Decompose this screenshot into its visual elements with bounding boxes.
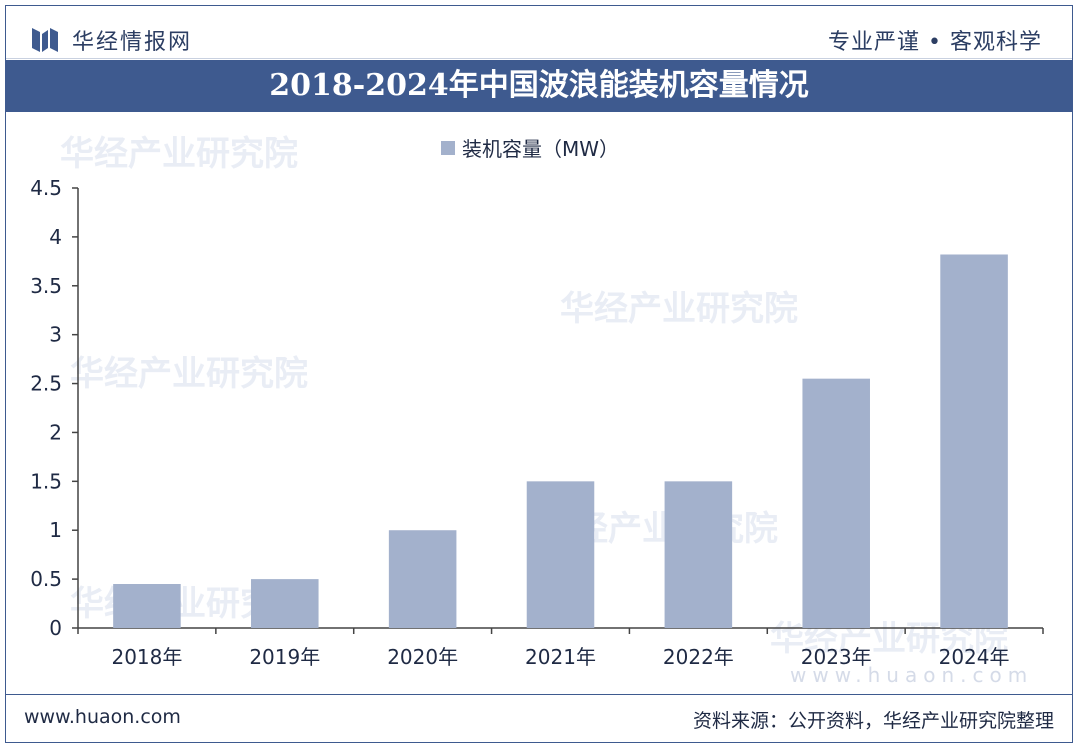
watermark-text: 华经产业研究院: [60, 134, 298, 174]
huajing-logo-icon: [32, 28, 58, 52]
footer-divider: [6, 694, 1072, 695]
chart-frame: [5, 5, 1073, 743]
y-tick-label: 3: [49, 323, 62, 347]
y-tick-label: 0.5: [30, 567, 62, 591]
bar-2022年: [664, 481, 733, 628]
y-tick-label: 2: [49, 420, 62, 444]
bar-series: [113, 254, 1008, 628]
x-axis: 2018年 2019年 2020年 2021年 2022年 2023年 2024年: [77, 627, 1044, 669]
bar-2020年: [388, 530, 457, 628]
x-tick-label: 2021年: [525, 645, 596, 669]
x-tick-label: 2019年: [249, 645, 320, 669]
chart-title: 2018-2024年中国波浪能装机容量情况: [269, 68, 809, 103]
legend-swatch: [441, 141, 455, 155]
footer-source: 资料来源：公开资料，华经产业研究院整理: [692, 710, 1054, 732]
footer-website: www.huaon.com: [24, 706, 181, 728]
y-tick-label: 4: [49, 225, 62, 249]
title-band: 2018-2024年中国波浪能装机容量情况: [6, 60, 1072, 112]
bar-2024年: [940, 254, 1008, 628]
watermark-url: www.huaon.com: [790, 663, 1033, 687]
legend-label: 装机容量（MW）: [462, 137, 619, 161]
x-tick-label: 2018年: [111, 645, 182, 669]
header-bar: 华经情报网 专业严谨 • 客观科学: [6, 6, 1072, 59]
y-tick-label: 2.5: [30, 372, 62, 396]
y-tick-label: 3.5: [30, 274, 62, 298]
y-tick-label: 1.5: [30, 469, 62, 493]
bar-2021年: [526, 481, 595, 628]
x-tick-label: 2023年: [801, 645, 872, 669]
bar-2018年: [113, 584, 181, 628]
site-name: 华经情报网: [72, 30, 193, 55]
x-tick-label: 2024年: [939, 645, 1010, 669]
watermark-text: 华经产业研究院: [70, 354, 308, 394]
watermark-text: 华经产业研究院: [560, 289, 798, 329]
x-tick-label: 2022年: [663, 645, 734, 669]
y-tick-label: 0: [49, 616, 62, 640]
slogan: 专业严谨 • 客观科学: [828, 30, 1042, 55]
chart-legend: 装机容量（MW）: [441, 137, 619, 161]
bar-2019年: [251, 579, 319, 628]
y-axis: 0 0.5 1 1.5 2 2.5 3 3.5 4 4.5: [30, 176, 79, 640]
y-tick-label: 1: [49, 518, 62, 542]
x-tick-label: 2020年: [387, 645, 458, 669]
y-tick-label: 4.5: [30, 176, 62, 200]
bar-2023年: [802, 378, 870, 628]
bar-chart: 华经产业研究院华经产业研究院华经产业研究院华经产业研究院华经产业研究院华经产业研…: [30, 134, 1044, 687]
